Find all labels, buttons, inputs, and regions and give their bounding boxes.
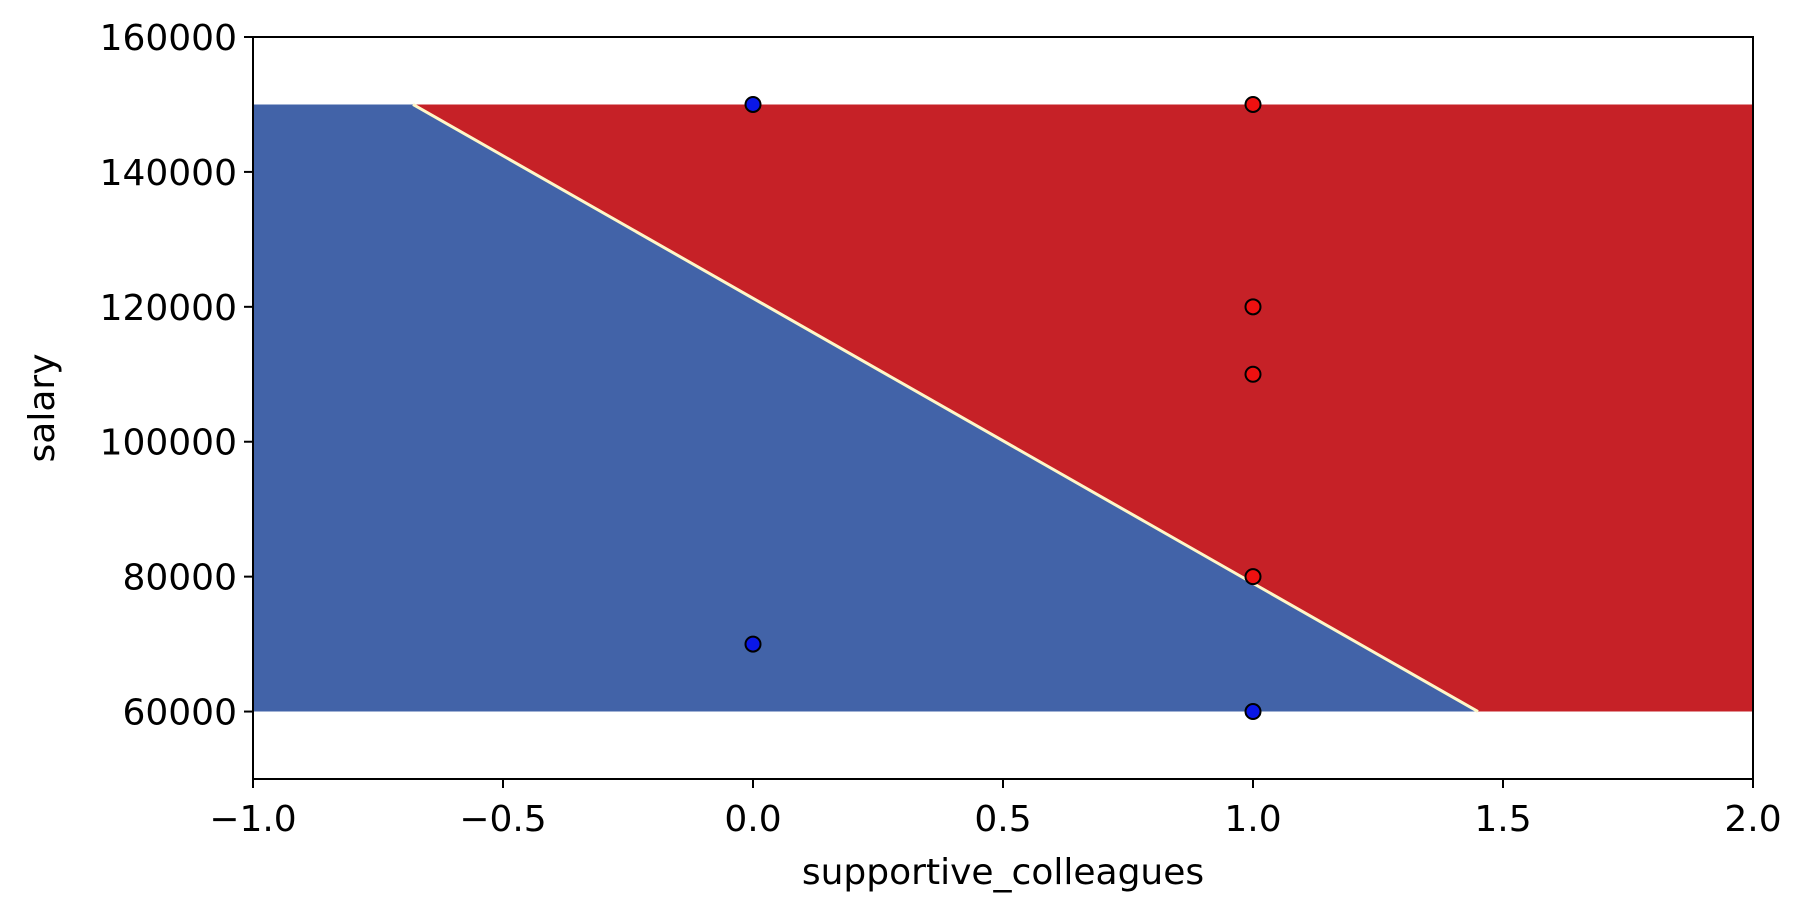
x-tick-label: −0.5 bbox=[459, 799, 546, 840]
x-tick-label: −1.0 bbox=[209, 799, 296, 840]
x-tick-label: 1.5 bbox=[1474, 799, 1531, 840]
data-point-red bbox=[1244, 298, 1262, 316]
x-axis-title: supportive_colleagues bbox=[802, 852, 1204, 893]
y-tick-label: 60000 bbox=[122, 693, 237, 734]
y-tick-label: 80000 bbox=[122, 558, 237, 599]
x-tick-label: 0.0 bbox=[724, 799, 781, 840]
y-axis: 60000 80000 100000 120000 140000 160000 bbox=[100, 18, 253, 734]
y-axis-title: salary bbox=[22, 354, 63, 463]
decision-boundary bbox=[412, 103, 1479, 713]
data-points bbox=[744, 95, 1262, 721]
y-tick-label: 120000 bbox=[100, 288, 237, 329]
data-point-red bbox=[1244, 365, 1262, 383]
region-lower bbox=[253, 104, 1478, 712]
data-point-blue bbox=[744, 635, 762, 653]
y-tick-label: 100000 bbox=[100, 423, 237, 464]
x-axis: −1.0 −0.5 0.0 0.5 1.0 1.5 2.0 bbox=[209, 779, 1782, 840]
data-point-blue bbox=[744, 95, 762, 113]
x-tick-label: 0.5 bbox=[974, 799, 1031, 840]
data-point-red bbox=[1244, 95, 1262, 113]
x-tick-label: 1.0 bbox=[1224, 799, 1281, 840]
y-tick-label: 140000 bbox=[100, 153, 237, 194]
decision-regions bbox=[253, 103, 1753, 713]
x-tick-label: 2.0 bbox=[1724, 799, 1781, 840]
data-point-red bbox=[1244, 568, 1262, 586]
region-upper bbox=[413, 104, 1753, 712]
data-point-blue bbox=[1244, 703, 1262, 721]
y-tick-label: 160000 bbox=[100, 18, 237, 59]
